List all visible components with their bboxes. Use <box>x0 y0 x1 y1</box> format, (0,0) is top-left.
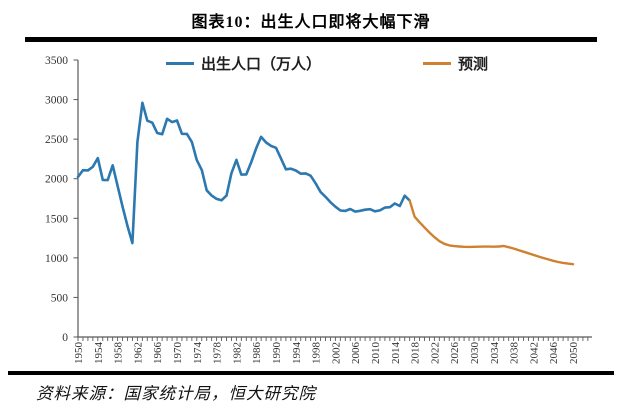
y-axis-tick-label: 3500 <box>45 55 68 67</box>
x-axis-tick-label: 1954 <box>93 342 105 365</box>
x-axis-tick-label: 2046 <box>548 342 560 365</box>
x-axis-tick-label: 2034 <box>489 342 501 365</box>
footer-rule <box>8 371 614 375</box>
forecast-series-line <box>408 199 575 266</box>
legend-label-actual: 出生人口（万人） <box>201 56 322 73</box>
actual-series-line <box>76 101 412 245</box>
x-axis-tick-label: 2030 <box>469 342 481 365</box>
chart-canvas: 0 500 1000 1500 2000 2500 3000 3500 1950 1954 1958… <box>45 55 592 365</box>
birth-population-chart: 0 500 1000 1500 2000 2500 3000 3500 1950 1954 1958… <box>0 45 622 375</box>
x-axis-tick-label: 1998 <box>311 342 323 365</box>
chart-title: 图表10：出生人口即将大幅下滑 <box>191 14 431 31</box>
x-axis-tick-label: 1974 <box>192 342 204 365</box>
legend-line-actual-icon <box>166 61 194 65</box>
source-note: 资料来源：国家统计局，恒大研究院 <box>36 384 316 403</box>
x-axis-tick-label: 1966 <box>152 342 164 365</box>
x-axis-tick-label: 2026 <box>449 342 461 365</box>
x-axis-tick-label: 1978 <box>212 342 224 365</box>
legend-item-forecast: 预测 <box>423 54 489 73</box>
y-axis-tick-label: 3000 <box>45 95 68 107</box>
y-axis-tick-label: 2500 <box>45 134 68 146</box>
x-axis-tick-label: 2010 <box>370 342 382 365</box>
x-axis-tick-label: 1962 <box>132 342 144 364</box>
legend-line-forecast-icon <box>423 61 451 65</box>
legend-label-forecast: 预测 <box>458 56 489 73</box>
title-rule <box>25 37 597 42</box>
x-axis-tick-label: 2038 <box>509 342 521 365</box>
x-axis-tick-label: 2014 <box>390 342 402 365</box>
y-axis-tick-label: 1000 <box>45 253 68 265</box>
x-axis-tick-label: 1982 <box>231 342 243 364</box>
x-axis-tick-label: 2042 <box>528 342 540 364</box>
x-axis-tick-label: 2050 <box>568 342 580 365</box>
x-axis-tick-label: 1986 <box>251 342 263 365</box>
x-axis-tick-label: 2002 <box>330 342 342 364</box>
x-axis-tick-label: 2006 <box>350 342 362 365</box>
y-axis-tick-label: 1500 <box>45 213 68 225</box>
x-axis-tick-label: 2022 <box>429 342 441 364</box>
x-axis-tick-label: 2018 <box>410 342 422 365</box>
legend-item-actual: 出生人口（万人） <box>166 54 322 73</box>
x-axis-tick-label: 1970 <box>172 342 184 365</box>
x-axis-tick-label: 1950 <box>73 342 85 365</box>
y-axis-tick-label: 2000 <box>45 174 68 186</box>
y-axis-tick-label: 0 <box>62 332 68 344</box>
x-axis-tick-label: 1958 <box>113 342 125 365</box>
y-axis-tick-label: 500 <box>51 292 69 304</box>
x-axis-tick-label: 1990 <box>271 342 283 365</box>
x-axis-tick-label: 1994 <box>291 342 303 365</box>
